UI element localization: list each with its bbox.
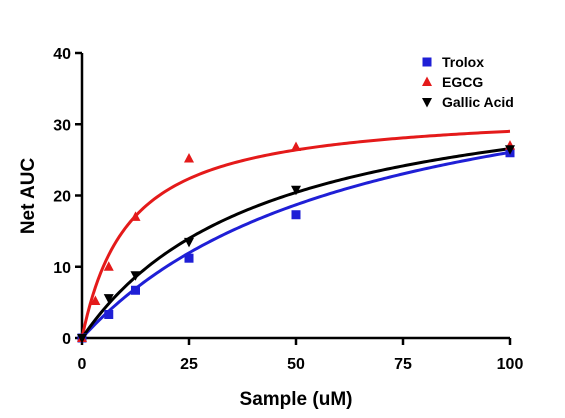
legend-label: EGCG [442,74,483,90]
fit-curve-1 [80,150,511,340]
x-tick-label: 100 [497,356,524,373]
fit-curves [80,129,511,340]
data-point-series-1 [131,285,140,295]
data-point-series-2 [184,152,194,163]
data-point-series-3 [130,271,141,281]
legend-label: Gallic Acid [442,94,514,110]
x-axis-title: Sample (uM) [240,389,353,410]
x-ticks: 0 25 50 75 100 [78,338,524,373]
legend: Trolox EGCG Gallic Acid [422,54,514,110]
legend-marker [422,98,432,108]
data-point-series-3 [103,294,114,304]
data-point-series-3 [291,185,301,196]
y-ticks: 0 10 20 30 40 [53,46,82,348]
x-tick-label: 50 [287,356,305,373]
data-point-series-2 [90,295,101,305]
data-point-series-1 [291,210,301,220]
y-tick-label: 40 [53,46,71,63]
y-axis-title: Net AUC [18,158,39,235]
x-tick-label: 25 [180,356,198,373]
x-tick-label: 75 [394,356,412,373]
y-tick-label: 0 [62,331,71,348]
data-points [77,140,515,344]
x-tick-label: 0 [78,356,87,373]
legend-marker [422,76,432,86]
data-point-series-1 [104,309,114,319]
data-point-series-3 [505,145,515,155]
fit-curve-2 [80,129,511,339]
y-tick-label: 10 [53,260,71,277]
data-point-series-2 [103,261,114,271]
data-point-series-3 [77,334,87,344]
data-point-series-3 [184,237,194,248]
legend-marker [422,57,432,67]
data-point-series-2 [291,141,301,152]
y-tick-label: 20 [53,189,71,206]
legend-label: Trolox [442,54,484,70]
y-tick-label: 30 [53,117,71,134]
data-point-series-2 [130,211,141,221]
data-point-series-1 [184,253,194,263]
fit-curve-3 [80,147,511,339]
